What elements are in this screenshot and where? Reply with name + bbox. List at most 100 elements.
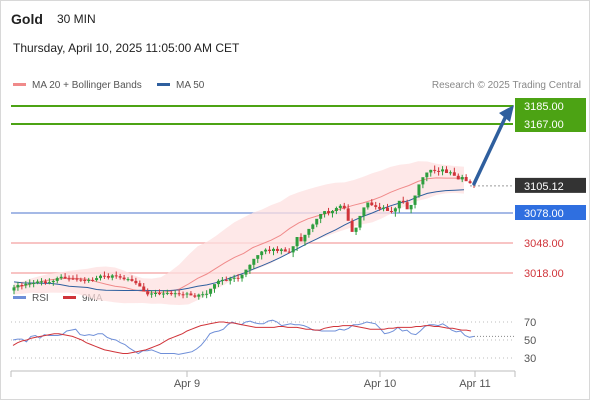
candle (413, 195, 417, 209)
candle-body (315, 218, 319, 225)
instrument-title: Gold (11, 11, 43, 27)
candle (460, 174, 464, 183)
candle-body (460, 177, 464, 180)
candle (118, 273, 122, 280)
legend-ma50: MA 50 (157, 80, 204, 91)
candle-body (370, 202, 374, 206)
candle (260, 251, 264, 260)
candle (307, 228, 311, 238)
ma50-line (13, 189, 465, 292)
candle-body (307, 228, 311, 235)
candle-body (51, 280, 55, 283)
candle-body (106, 276, 110, 278)
candle-body (362, 207, 366, 216)
candle-body (287, 251, 291, 253)
candle (448, 170, 452, 176)
candle-body (389, 211, 393, 212)
candle (20, 282, 24, 290)
candle (240, 274, 244, 282)
candle-body (59, 276, 63, 279)
candle (24, 281, 28, 289)
candle-body (425, 172, 429, 178)
candle-body (456, 175, 460, 180)
candle (382, 205, 386, 212)
candle (142, 283, 146, 292)
candle (268, 246, 272, 254)
candle-body (134, 280, 138, 284)
candle-body (122, 277, 126, 280)
candle-body (161, 293, 165, 295)
candle (370, 199, 374, 206)
candle-body (386, 207, 390, 211)
candle-body (138, 283, 142, 287)
candle-body (130, 279, 134, 281)
candle (220, 277, 224, 285)
legend-rsi: RSI (13, 293, 49, 304)
candle (165, 289, 169, 296)
candle (59, 274, 63, 280)
candle (181, 291, 185, 299)
candle (83, 277, 87, 284)
candle-body (157, 293, 161, 295)
candle-body (24, 283, 28, 286)
candle (138, 280, 142, 287)
candle (216, 279, 220, 288)
legend-ma20: MA 20 + Bollinger Bands (13, 80, 142, 91)
candle-body (83, 279, 87, 281)
candle-body (98, 275, 102, 279)
candle (374, 201, 378, 210)
candle (323, 211, 327, 218)
candle-body (303, 234, 307, 242)
candle (169, 290, 173, 296)
candle-body (43, 281, 47, 283)
candle (205, 290, 209, 299)
candle-body (169, 292, 173, 295)
candle-body (173, 293, 177, 295)
candle-body (464, 177, 468, 182)
candle-body (417, 184, 421, 196)
candle-body (16, 285, 20, 288)
candle (452, 167, 456, 176)
candle (197, 293, 201, 300)
legend-ma50-label: MA 50 (176, 80, 205, 91)
candle-body (193, 295, 197, 297)
candle-body (95, 278, 99, 281)
candle-body (433, 169, 437, 171)
research-credit: Research © 2025 Trading Central (431, 80, 581, 91)
legend-rsi-label: RSI (32, 293, 49, 304)
candle (299, 233, 303, 242)
candle (319, 214, 323, 224)
candle-body (240, 274, 244, 279)
candle (283, 247, 287, 252)
candle (213, 284, 217, 293)
candle (150, 290, 154, 298)
candle (311, 223, 315, 233)
candle (362, 207, 366, 221)
pivot-label-box (515, 205, 586, 220)
last-price-box (515, 177, 586, 193)
candle (330, 210, 334, 218)
candle-body (118, 276, 122, 278)
candle-body (40, 281, 44, 283)
candle-body (79, 279, 83, 281)
level-label-2: 3105.12 (524, 181, 564, 193)
candle-body (323, 211, 327, 214)
candle-body (346, 208, 350, 221)
projection-arrow-head (499, 105, 514, 122)
candle-body (275, 248, 279, 251)
candle (16, 281, 20, 291)
candle (441, 166, 445, 176)
candle-body (260, 251, 264, 256)
candle (378, 202, 382, 211)
candle-body (209, 288, 213, 294)
candle-body (248, 264, 252, 270)
candle-body (165, 292, 169, 294)
timeframe-label: 30 MIN (57, 12, 96, 26)
candle (386, 203, 390, 211)
candle (43, 279, 47, 285)
candle (130, 275, 134, 282)
candle (346, 204, 350, 221)
candle-body (201, 294, 205, 296)
candle (437, 167, 441, 176)
candle-body (256, 255, 260, 259)
